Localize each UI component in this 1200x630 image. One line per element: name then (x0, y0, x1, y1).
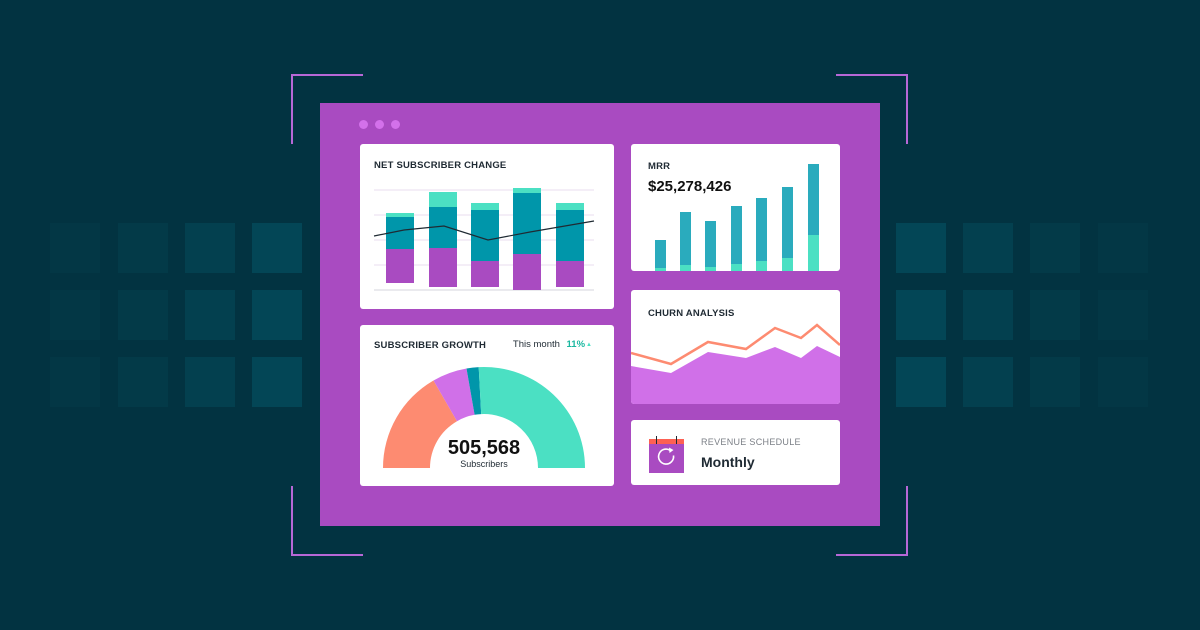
grid-square (896, 223, 946, 273)
corner-bracket-top-right (836, 74, 908, 144)
grid-square (1030, 357, 1080, 407)
calendar-refresh-icon (649, 436, 684, 473)
window-dot-icon (359, 120, 368, 129)
grid-square (252, 223, 302, 273)
revenue-schedule-card[interactable]: REVENUE SCHEDULE Monthly (631, 420, 840, 485)
net-subscriber-change-chart (373, 188, 595, 291)
mrr-card[interactable]: MRR $25,278,426 (631, 144, 840, 271)
window-dot-icon (391, 120, 400, 129)
subscriber-growth-gauge (383, 366, 585, 468)
mrr-value: $25,278,426 (648, 178, 732, 195)
grid-square (252, 290, 302, 340)
grid-square (963, 290, 1013, 340)
card-title: SUBSCRIBER GROWTH (374, 340, 487, 351)
revenue-schedule-label: REVENUE SCHEDULE (701, 437, 801, 447)
revenue-schedule-value: Monthly (701, 454, 755, 470)
grid-square (118, 357, 168, 407)
grid-square (896, 357, 946, 407)
grid-square (252, 357, 302, 407)
subscriber-growth-card[interactable]: SUBSCRIBER GROWTH This month 11%▲ 505,56… (360, 325, 614, 486)
grid-square (50, 223, 100, 273)
grid-square (1098, 223, 1148, 273)
grid-square (50, 357, 100, 407)
churn-chart (631, 323, 840, 404)
grid-square (963, 357, 1013, 407)
corner-bracket-bottom-right (836, 486, 908, 556)
grid-square (185, 290, 235, 340)
churn-analysis-card[interactable]: CHURN ANALYSIS (631, 290, 840, 404)
grid-square (1030, 290, 1080, 340)
growth-percentage: 11% (566, 339, 586, 350)
card-title: CHURN ANALYSIS (648, 308, 735, 319)
card-title: NET SUBSCRIBER CHANGE (374, 160, 507, 171)
subscriber-total-label: Subscribers (460, 459, 508, 469)
trend-up-icon: ▲ (586, 342, 592, 348)
window-dot-icon (375, 120, 384, 129)
corner-bracket-bottom-left (291, 486, 363, 556)
grid-square (118, 290, 168, 340)
grid-square (963, 223, 1013, 273)
corner-bracket-top-left (291, 74, 363, 144)
card-title: MRR (648, 161, 671, 172)
grid-square (50, 290, 100, 340)
grid-square (1098, 290, 1148, 340)
grid-square (185, 223, 235, 273)
net-subscriber-change-card[interactable]: NET SUBSCRIBER CHANGE (360, 144, 614, 309)
grid-square (896, 290, 946, 340)
grid-square (1030, 223, 1080, 273)
grid-square (1098, 357, 1148, 407)
mrr-chart (655, 164, 819, 271)
grid-square (185, 357, 235, 407)
growth-period: This month 11%▲ (513, 339, 592, 350)
grid-square (118, 223, 168, 273)
subscriber-total: 505,568 (447, 437, 521, 459)
period-label: This month (512, 339, 560, 350)
